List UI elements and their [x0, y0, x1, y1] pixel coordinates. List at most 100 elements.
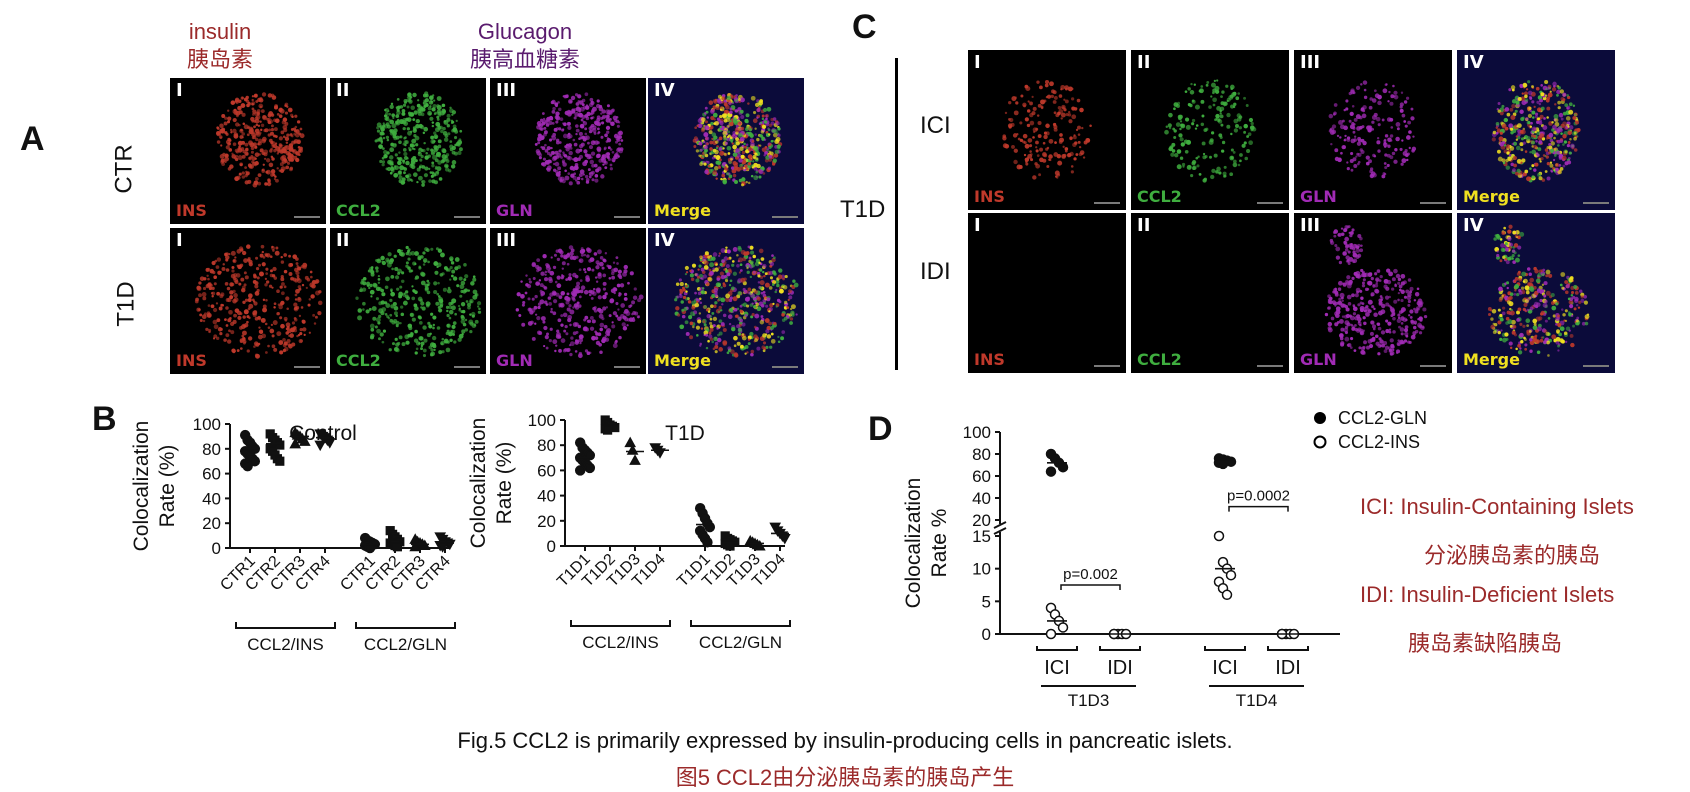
tile-marker-label: Merge	[654, 351, 711, 370]
y-tick-label: 0	[547, 537, 556, 556]
group-label: CCL2/INS	[247, 635, 324, 654]
data-point	[576, 466, 585, 475]
panel-c-letter: C	[852, 8, 877, 47]
y-tick-label: 20	[202, 514, 221, 533]
definition-ici-zh: 分泌胰岛素的胰岛	[1424, 538, 1600, 570]
y-tick-label: 40	[972, 489, 991, 508]
scale-bar	[294, 216, 320, 218]
y-tick-label: 100	[528, 411, 556, 430]
y-axis-label: Colocalization	[467, 418, 490, 549]
legend-ccl2-ins: CCL2-INS	[1312, 432, 1420, 453]
tile-marker-label: Merge	[1463, 187, 1520, 206]
definition-idi-en: IDI: Insulin-Deficient Islets	[1360, 582, 1614, 608]
p-value-label: p=0.0002	[1227, 488, 1290, 505]
y-tick-label: 20	[537, 512, 556, 531]
y-tick-label: 5	[982, 592, 991, 611]
y-tick-label: 40	[202, 489, 221, 508]
scale-bar	[1583, 365, 1609, 367]
scale-bar	[1420, 365, 1446, 367]
category-bracket	[1037, 646, 1077, 650]
tile-numeral: III	[496, 230, 516, 251]
group-label: T1D3	[1068, 691, 1110, 710]
category-bracket	[1268, 646, 1308, 650]
tile-numeral: IV	[654, 230, 675, 251]
y-tick-label: 15	[972, 527, 991, 546]
group-label: CCL2/GLN	[699, 633, 782, 652]
figure-caption-english: Fig.5 CCL2 is primarily expressed by ins…	[0, 728, 1690, 754]
y-tick-label: 80	[202, 440, 221, 459]
data-point-ins	[1047, 630, 1056, 639]
y-tick-label: 100	[193, 415, 221, 434]
tile-numeral: III	[496, 80, 516, 101]
panel-a-letter: A	[20, 120, 45, 159]
y-tick-label: 60	[537, 461, 556, 480]
figure-caption-chinese: 图5 CCL2由分泌胰岛素的胰岛产生	[0, 760, 1690, 792]
legend-ccl2-ins-label: CCL2-INS	[1338, 432, 1420, 452]
definition-idi-zh: 胰岛素缺陷胰岛	[1408, 626, 1562, 658]
glucagon-header: Glucagon 胰高血糖素	[440, 18, 610, 74]
insulin-header-zh: 胰岛素	[160, 46, 280, 74]
scale-bar	[1257, 202, 1283, 204]
definition-ici-en: ICI: Insulin-Containing Islets	[1360, 494, 1634, 520]
scale-bar	[614, 366, 640, 368]
scale-bar	[1257, 365, 1283, 367]
panel-c-tile-r2-c2: II CCL2	[1131, 213, 1289, 373]
scale-bar	[1420, 202, 1446, 204]
chart-title: T1D	[665, 422, 705, 445]
legend-ccl2-gln: CCL2-GLN	[1312, 408, 1427, 429]
y-tick-label: 60	[972, 467, 991, 486]
category-bracket	[1100, 646, 1140, 650]
tile-marker-label: CCL2	[336, 201, 381, 220]
y-axis-label-line2: Rate (%)	[493, 442, 516, 525]
tile-numeral: I	[176, 80, 183, 101]
tile-marker-label: INS	[176, 351, 207, 370]
group-label: CCL2/GLN	[364, 635, 447, 654]
data-point	[393, 543, 401, 551]
tile-marker-label: CCL2	[336, 351, 381, 370]
p-value-label: p=0.002	[1063, 566, 1118, 583]
tile-marker-label: GLN	[496, 351, 533, 370]
glucagon-header-en: Glucagon	[440, 18, 610, 46]
data-point	[585, 463, 594, 472]
tile-marker-label: CCL2	[1137, 350, 1182, 369]
filled-circle-icon	[1312, 410, 1328, 426]
panel-b-letter: B	[92, 400, 117, 439]
tile-numeral: I	[176, 230, 183, 251]
panel-a-tile-r1-c3: III GLN	[490, 78, 646, 224]
data-point-ins	[1215, 532, 1224, 541]
y-tick-label: 80	[537, 436, 556, 455]
group-bracket	[236, 622, 335, 628]
scale-bar	[454, 366, 480, 368]
panel-a-tile-r2-c1: I INS	[170, 228, 326, 374]
data-point-ins	[1059, 623, 1068, 632]
scale-bar	[454, 216, 480, 218]
y-axis-label: Colocalization	[130, 421, 153, 552]
data-point	[276, 457, 284, 465]
micrograph-image	[1294, 213, 1452, 373]
scale-bar	[614, 216, 640, 218]
control-colocalization-chart: ControlColocalizationRate (%)02040608010…	[130, 410, 460, 700]
tile-numeral: II	[1137, 52, 1150, 73]
data-point-gln	[1047, 467, 1056, 476]
tile-numeral: II	[1137, 215, 1150, 236]
x-category-label: ICI	[1212, 657, 1238, 679]
x-category-label: IDI	[1275, 657, 1301, 679]
significance-bracket	[1229, 507, 1288, 512]
micrograph-image	[968, 50, 1126, 210]
micrograph-image	[1131, 50, 1289, 210]
insulin-header-en: insulin	[160, 18, 280, 46]
tile-marker-label: GLN	[496, 201, 533, 220]
panel-c-group-label: T1D	[840, 196, 885, 224]
data-point-ins	[1223, 590, 1232, 599]
panel-a-tile-r2-c4: IV Merge	[648, 228, 804, 374]
data-point	[604, 426, 612, 434]
